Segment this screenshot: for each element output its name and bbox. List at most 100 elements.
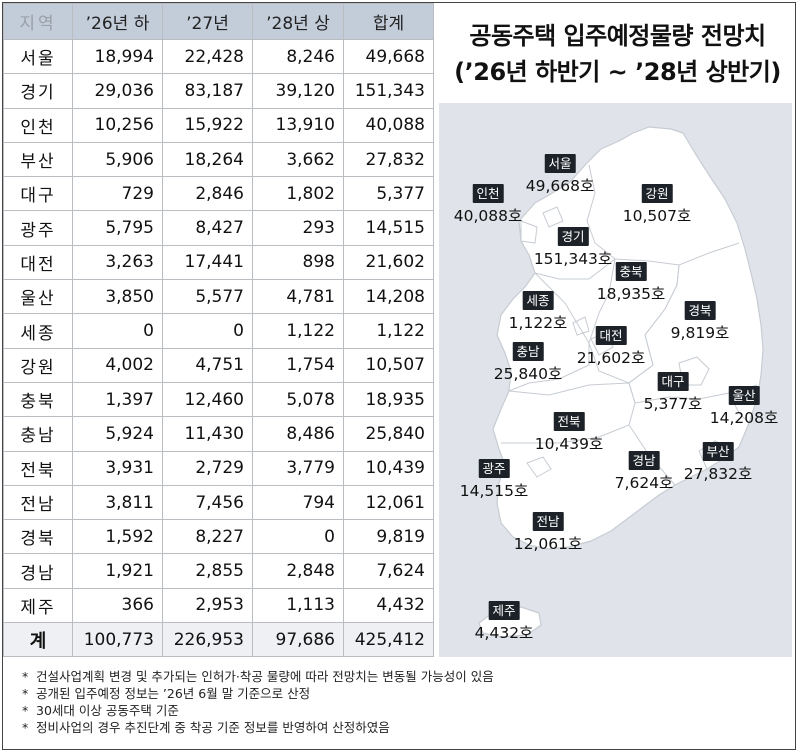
value-cell: 8,427: [162, 210, 253, 246]
table-row: 전남 3,811 7,456 794 12,061: [3, 484, 434, 521]
value-cell: 1,921: [72, 553, 163, 589]
map-label-value: 7,624호: [614, 474, 674, 492]
value-cell: 0: [72, 313, 163, 349]
value-cell: 83,187: [162, 73, 253, 109]
table-row: 강원 4,002 4,751 1,754 10,507: [3, 347, 434, 383]
value-cell: 22,428: [162, 38, 253, 75]
boundary-jeonbuk: [501, 382, 636, 444]
boundary-incheon: [520, 220, 538, 244]
map-label: 부산 27,832호: [683, 441, 753, 484]
value-cell: 4,432: [343, 587, 434, 624]
value-cell: 1,122: [343, 313, 434, 349]
header-2028h1: ’28년 상: [252, 3, 344, 40]
value-cell: 293: [252, 210, 344, 246]
value-cell: 29,036: [72, 73, 163, 109]
value-cell: 2,848: [252, 553, 344, 589]
map-label-value: 14,515호: [459, 482, 529, 500]
map-label-value: 10,507호: [622, 207, 692, 225]
table-row: 대전 3,263 17,441 898 21,602: [3, 244, 434, 281]
map-label-value: 10,439호: [534, 435, 604, 453]
map-label-value: 40,088호: [453, 207, 523, 225]
map-label: 대구 5,377호: [643, 371, 703, 414]
value-cell: 12,460: [162, 381, 253, 418]
boundary-gyeonggi-gangwon: [586, 164, 616, 260]
korea-map: 서울 49,668호 인천 40,088호 강원 10,507호 경기 151,343호 충북 1…: [439, 103, 792, 657]
table-row: 경남 1,921 2,855 2,848 7,624: [3, 553, 434, 589]
value-cell: 39,120: [252, 73, 344, 109]
value-cell: 1,113: [252, 587, 344, 624]
value-cell: 2,953: [162, 587, 253, 624]
map-label-region: 경북: [684, 301, 716, 320]
header-total: 합계: [343, 3, 434, 40]
region-cell: 전북: [3, 450, 73, 486]
value-cell: 7,624: [343, 553, 434, 589]
map-label-region: 인천: [472, 184, 504, 203]
boundary-seoul: [542, 206, 564, 228]
value-cell: 17,441: [162, 244, 253, 281]
header-2027: ’27년: [162, 3, 253, 40]
footnote-4: 정비사업의 경우 추진단계 중 착공 기준 정보를 반영하여 산정하였음: [22, 719, 494, 736]
value-cell: 7,456: [162, 484, 253, 521]
value-cell: 40,088: [343, 107, 434, 143]
map-label-value: 9,819호: [670, 324, 730, 342]
map-label-value: 18,935호: [596, 285, 666, 303]
value-cell: 11,430: [162, 416, 253, 452]
value-cell: 1,122: [252, 313, 344, 349]
table-row: 충남 5,924 11,430 8,486 25,840: [3, 416, 434, 452]
map-label-region: 울산: [728, 386, 760, 405]
value-cell: 5,078: [252, 381, 344, 418]
map-label: 대전 21,602호: [577, 325, 645, 368]
value-cell: 14,208: [343, 279, 434, 315]
title-line-1: 공동주택 입주예정물량 전망치: [469, 22, 766, 50]
value-cell: 0: [162, 313, 253, 349]
map-label-region: 대전: [595, 326, 627, 345]
value-cell: 794: [252, 484, 344, 521]
map-label-region: 서울: [544, 154, 576, 173]
region-cell: 울산: [3, 279, 73, 315]
region-cell: 광주: [3, 210, 73, 246]
footnotes: 건설사업계획 변경 및 추가되는 인허가·착공 물량에 따라 전망치는 변동될 …: [22, 668, 494, 736]
value-cell: 18,935: [343, 381, 434, 418]
footnote-2: 공개된 입주예정 정보는 ’26년 6월 말 기준으로 산정: [22, 685, 494, 702]
map-label-value: 4,432호: [474, 624, 534, 642]
boundary-gyeongbuk: [628, 264, 758, 404]
table-row: 경기 29,036 83,187 39,120 151,343: [3, 73, 434, 109]
value-cell: 10,256: [72, 107, 163, 143]
map-label: 전남 12,061호: [514, 511, 582, 554]
table-row: 서울 18,994 22,428 8,246 49,668: [3, 38, 434, 75]
value-cell: 3,779: [252, 450, 344, 486]
map-label-region: 부산: [702, 442, 734, 461]
total-value-cell: 425,412: [343, 622, 434, 658]
region-cell: 대전: [3, 244, 73, 281]
value-cell: 3,263: [72, 244, 163, 281]
map-label: 울산 14,208호: [709, 385, 779, 428]
boundary-gyeonggi-south: [534, 258, 616, 280]
map-label-value: 27,832호: [683, 465, 753, 483]
region-cell: 충북: [3, 381, 73, 418]
map-label-region: 충북: [615, 262, 647, 281]
total-value-cell: 97,686: [252, 622, 344, 658]
value-cell: 151,343: [343, 73, 434, 109]
value-cell: 14,515: [343, 210, 434, 246]
map-label-value: 14,208호: [709, 409, 779, 427]
region-cell: 제주: [3, 587, 73, 624]
map-label-region: 경남: [628, 451, 660, 470]
value-cell: 15,922: [162, 107, 253, 143]
footnote-1: 건설사업계획 변경 및 추가되는 인허가·착공 물량에 따라 전망치는 변동될 …: [22, 668, 494, 685]
map-label-value: 49,668호: [525, 177, 595, 195]
value-cell: 3,931: [72, 450, 163, 486]
title-line-2: (’26년 하반기 ~ ’28년 상반기): [454, 58, 781, 86]
value-cell: 366: [72, 587, 163, 624]
map-label-region: 대구: [657, 372, 689, 391]
value-cell: 8,227: [162, 519, 253, 555]
map-label-region: 전남: [532, 512, 564, 531]
value-cell: 2,855: [162, 553, 253, 589]
value-cell: 5,577: [162, 279, 253, 315]
value-cell: 3,850: [72, 279, 163, 315]
map-label-value: 5,377호: [643, 395, 703, 413]
housing-supply-table: 지역 ’26년 하 ’27년 ’28년 상 합계 서울 18,994 22,428 8…: [3, 3, 434, 658]
map-label-region: 세종: [522, 291, 554, 310]
value-cell: 5,906: [72, 141, 163, 178]
total-label-cell: 계: [3, 622, 73, 658]
value-cell: 4,751: [162, 347, 253, 383]
